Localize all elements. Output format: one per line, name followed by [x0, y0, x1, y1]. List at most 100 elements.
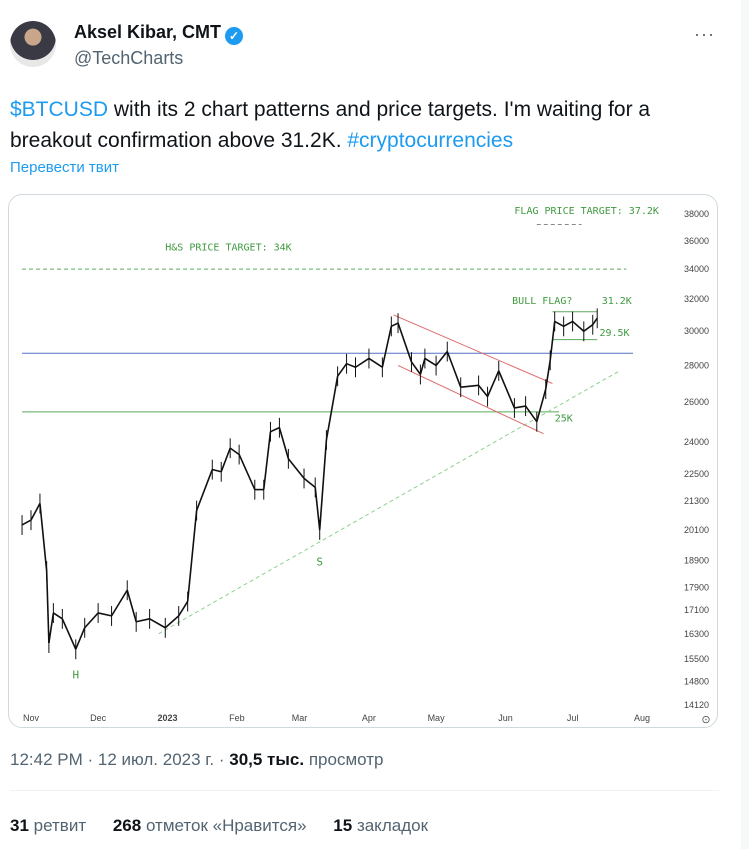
views-label: просмотр: [308, 750, 384, 769]
price-segment: [346, 362, 356, 368]
author-handle[interactable]: @TechCharts: [74, 48, 184, 68]
scrollbar[interactable]: [741, 0, 749, 849]
x-tick-label: Jun: [498, 713, 513, 723]
price-segment: [110, 589, 128, 617]
y-tick-label: 32000: [684, 294, 709, 304]
uptrend-line: [158, 370, 620, 635]
price-segment: [136, 618, 150, 623]
y-tick-label: 30000: [684, 326, 709, 336]
y-tick-label: 34000: [684, 264, 709, 274]
retweets-stat[interactable]: 31 ретвит: [10, 816, 86, 835]
x-tick-label: Jul: [567, 713, 579, 723]
price-segment: [446, 351, 462, 388]
gear-icon: ⊙: [701, 714, 710, 726]
y-tick-label: 24000: [684, 437, 709, 447]
price-segment: [21, 519, 32, 526]
price-segment: [278, 427, 290, 459]
annotation-label: S: [316, 556, 323, 569]
y-tick-label: 38000: [684, 209, 709, 219]
price-segment: [544, 360, 552, 390]
price-segment: [270, 426, 280, 433]
tweet-stats: 31 ретвит 268 отметок «Нравится» 15 закл…: [10, 816, 450, 836]
price-segment: [435, 350, 448, 366]
price-segment: [84, 612, 99, 629]
author-name-text[interactable]: Aksel Kibar, CMT: [74, 22, 222, 42]
bookmarks-stat[interactable]: 15 закладок: [333, 816, 428, 835]
price-segment: [229, 447, 240, 456]
btc-chart: 38000 36000 34000 32000 30000 28000 26000 24000…: [21, 206, 711, 726]
tweet-date[interactable]: 12 июл. 2023 г.: [97, 750, 215, 769]
retweets-count: 31: [10, 816, 29, 835]
price-segment: [287, 458, 305, 479]
y-tick-label: 17100: [684, 605, 709, 615]
y-tick-label: 26000: [684, 397, 709, 407]
price-segment: [390, 322, 399, 328]
retweets-label: ретвит: [33, 816, 87, 835]
price-segment: [97, 612, 112, 617]
price-segment: [30, 503, 41, 521]
price-segment: [262, 431, 272, 490]
y-tick-label: 21300: [684, 496, 709, 506]
price-segment: [486, 370, 500, 397]
channel-upper: [393, 314, 553, 384]
y-tick-label: 17900: [684, 582, 709, 592]
annotation-label: H: [72, 668, 79, 681]
y-tick-label: 14120: [684, 700, 709, 710]
price-segment: [592, 317, 598, 326]
price-segment: [536, 388, 547, 422]
price-segment: [212, 468, 222, 473]
price-segment: [75, 627, 86, 650]
price-segment: [336, 363, 348, 377]
price-segment: [126, 589, 137, 622]
channel-lower: [397, 365, 544, 435]
price-segment: [61, 618, 77, 650]
verified-badge-icon: ✓: [225, 27, 244, 45]
likes-stat[interactable]: 268 отметок «Нравится»: [113, 816, 307, 835]
price-segment: [195, 469, 214, 511]
y-tick-label: 18900: [684, 555, 709, 565]
price-segment: [238, 454, 256, 490]
divider: [10, 790, 719, 791]
avatar[interactable]: [10, 21, 56, 67]
y-tick-label: 28000: [684, 360, 709, 370]
x-tick-label: Nov: [23, 713, 40, 723]
price-segment: [318, 439, 328, 530]
tweet-time[interactable]: 12:42 PM: [10, 750, 83, 769]
bookmarks-label: закладок: [356, 816, 429, 835]
annotation-label: 31.2K: [602, 296, 632, 307]
hashtag-link[interactable]: #cryptocurrencies: [347, 129, 514, 152]
x-tick-label: Apr: [362, 713, 376, 723]
price-segment: [381, 326, 393, 368]
price-segment: [52, 612, 63, 620]
chart-image[interactable]: 38000 36000 34000 32000 30000 28000 26000 24000…: [8, 194, 718, 728]
price-segment: [410, 361, 422, 375]
annotation-label: 25K: [555, 414, 573, 425]
price-segment: [39, 503, 48, 572]
price-segment: [572, 320, 585, 332]
x-tick-label: May: [428, 713, 446, 723]
y-tick-label: 16300: [684, 629, 709, 639]
cashtag-link[interactable]: $BTCUSD: [10, 98, 109, 121]
price-segment: [303, 477, 316, 488]
price-segment: [325, 376, 339, 440]
author-name[interactable]: Aksel Kibar, CMT ✓: [74, 22, 244, 45]
price-segment: [419, 358, 426, 375]
x-tick-label: Feb: [229, 713, 245, 723]
price-segment: [314, 487, 321, 530]
price-segment: [477, 384, 489, 398]
price-segment: [583, 324, 594, 332]
price-segment: [186, 510, 198, 602]
price-segment: [164, 615, 180, 629]
y-tick-label: 22500: [684, 469, 709, 479]
translate-link[interactable]: Перевести твит: [10, 159, 119, 176]
ellipsis-icon[interactable]: ···: [694, 24, 715, 44]
annotation-label: BULL FLAG?: [512, 296, 572, 307]
price-segment: [524, 405, 538, 423]
likes-count: 268: [112, 816, 142, 835]
tweet-meta: 12:42 PM · 12 июл. 2023 г. · 30,5 тыс. п…: [10, 750, 384, 769]
price-segment: [45, 570, 50, 644]
x-tick-label: Dec: [90, 713, 107, 723]
annotation-label: H&S PRICE TARGET: 34K: [165, 243, 291, 254]
price-segment: [549, 321, 556, 361]
price-segment: [514, 405, 526, 409]
